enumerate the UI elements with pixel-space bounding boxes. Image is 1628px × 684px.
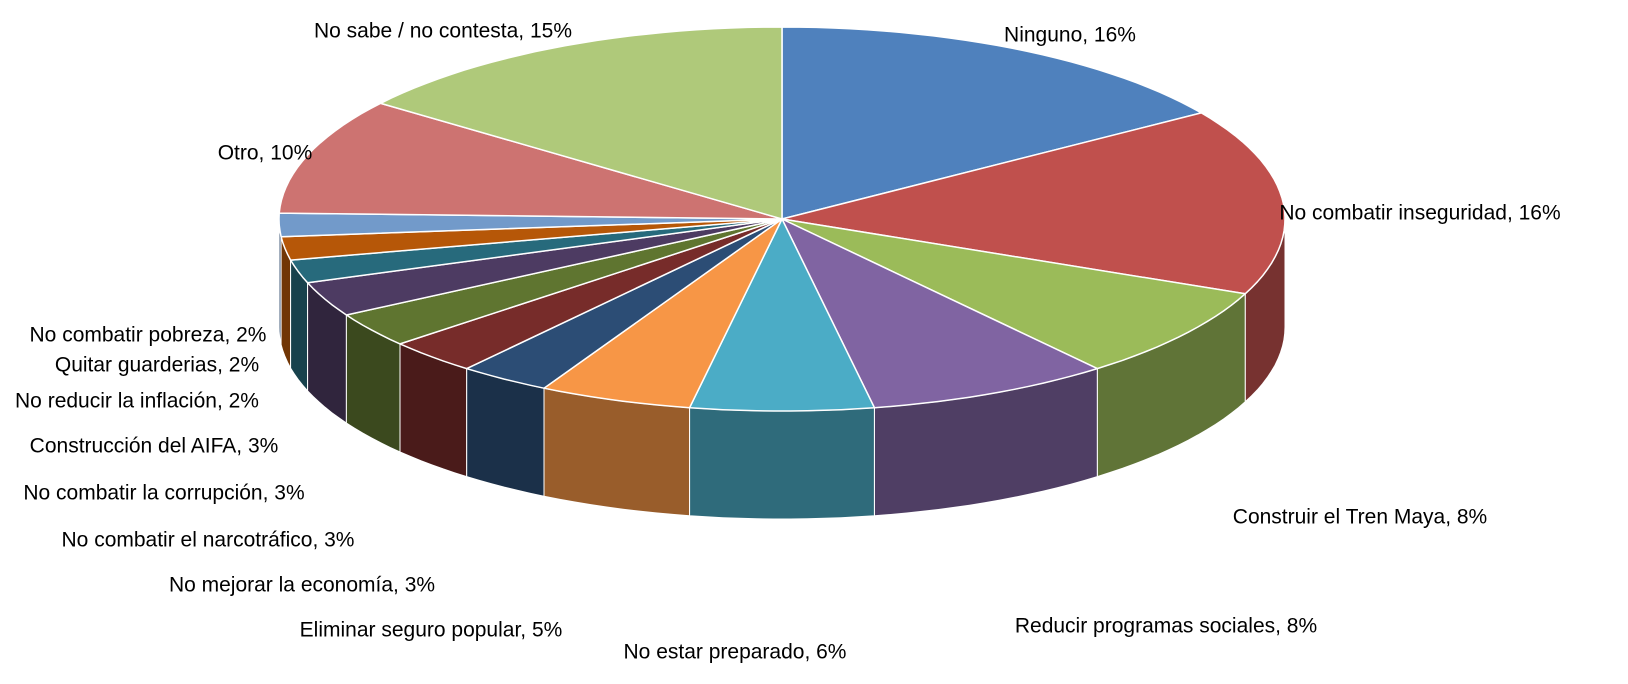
pie-slice-no-estar-preparado bbox=[688, 218, 876, 412]
pie-label-construir-el-tren-maya: Construir el Tren Maya, 8% bbox=[1233, 506, 1487, 529]
pie-label-no-estar-preparado: No estar preparado, 6% bbox=[624, 641, 847, 664]
pie-slice-no-sabe-no-contesta bbox=[379, 26, 783, 220]
pie-slice-otro bbox=[278, 102, 783, 220]
pie-slice-no-combatir-inseguridad bbox=[781, 112, 1286, 295]
pie-label-otro: Otro, 10% bbox=[218, 142, 313, 165]
pie-slice-ninguno bbox=[781, 26, 1203, 220]
pie-label-reducir-programas-sociales: Reducir programas sociales, 8% bbox=[1015, 615, 1317, 638]
pie-label-no-combatir-pobreza: No combatir pobreza, 2% bbox=[30, 324, 267, 347]
pie-slice-construccion-del-aifa bbox=[306, 218, 783, 316]
pie-slice-no-mejorar-la-economia bbox=[465, 218, 783, 389]
pie-slice-construir-el-tren-maya bbox=[781, 218, 1246, 370]
pie-side-no-mejorar-la-economia bbox=[466, 367, 545, 497]
pie-label-eliminar-seguro-popular: Eliminar seguro popular, 5% bbox=[300, 619, 563, 642]
pie-label-no-mejorar-la-economia: No mejorar la economía, 3% bbox=[169, 574, 435, 597]
pie-top-slices bbox=[278, 26, 1286, 412]
pie-labels: Ninguno, 16% No combatir inseguridad, 16%… bbox=[15, 20, 1561, 664]
pie-side-no-estar-preparado bbox=[689, 407, 875, 520]
pie-label-no-combatir-el-narcotrafico: No combatir el narcotráfico, 3% bbox=[62, 529, 355, 552]
pie-label-no-reducir-la-inflacion: No reducir la inflación, 2% bbox=[15, 390, 259, 413]
pie-label-quitar-guarderias: Quitar guarderias, 2% bbox=[55, 354, 259, 377]
pie-slice-no-combatir-la-corrupcion bbox=[345, 218, 783, 345]
pie-label-ninguno: Ninguno, 16% bbox=[1004, 24, 1136, 47]
pie-slice-no-combatir-el-narcotrafico bbox=[399, 218, 783, 370]
pie-side-eliminar-seguro-popular bbox=[543, 387, 691, 517]
pie-slice-reducir-programas-sociales bbox=[781, 218, 1099, 409]
pie-side-walls bbox=[278, 218, 1286, 520]
pie-slice-eliminar-seguro-popular bbox=[543, 218, 783, 409]
pie-label-no-sabe-no-contesta: No sabe / no contesta, 15% bbox=[314, 20, 572, 43]
pie-label-no-combatir-inseguridad: No combatir inseguridad, 16% bbox=[1279, 202, 1560, 225]
pie-label-no-combatir-la-corrupcion: No combatir la corrupción, 3% bbox=[23, 482, 304, 505]
pie-label-construccion-del-aifa: Construcción del AIFA, 3% bbox=[30, 435, 279, 458]
